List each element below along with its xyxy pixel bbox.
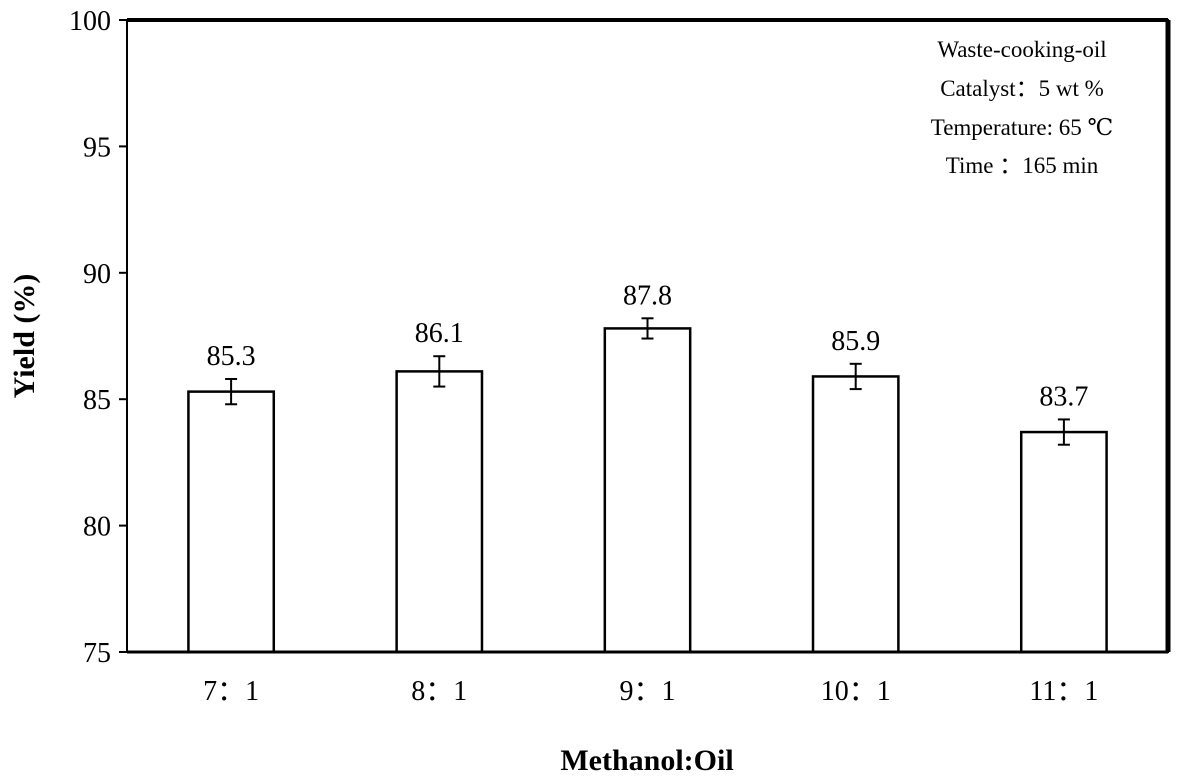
x-tick-label: 9：1 [619,676,675,707]
y-tick-label: 75 [83,638,111,669]
annotation-time: Time ：165 min [946,153,1099,178]
bar [395,370,484,654]
y-tick-label: 90 [83,259,111,290]
data-label: 83.7 [1039,381,1088,412]
x-axis-ticks: 7：1 8：1 9：1 10：1 11：1 [203,676,1098,707]
y-axis-title: Yield (%) [8,274,41,399]
annotation-temperature: Temperature: 65 ℃ [931,115,1114,140]
bar [187,390,276,654]
y-tick-label: 85 [83,385,111,416]
bars-layer [187,327,1108,654]
bar [811,375,900,654]
error-bar [225,377,238,406]
annotation-catalyst: Catalyst：5 wt % [940,76,1104,101]
data-label: 85.9 [831,326,880,357]
data-label: 87.8 [623,280,672,311]
x-tick-label: 10：1 [821,676,891,707]
x-tick-label: 7：1 [203,676,259,707]
error-bar [433,355,446,388]
error-bar [1057,418,1070,446]
annotation-oil-type: Waste-cooking-oil [937,37,1106,62]
y-axis-ticks: 75 80 85 90 95 100 [69,6,127,669]
y-tick-label: 100 [69,6,111,37]
x-axis-title: Methanol:Oil [560,744,733,777]
data-labels-layer: 85.3 86.1 87.8 85.9 83.7 [207,280,1089,412]
x-tick-label: 11：1 [1029,676,1098,707]
bar [603,327,692,654]
error-bars-layer [225,317,1070,446]
y-tick-label: 80 [83,512,111,543]
error-bar [641,317,654,340]
annotation-box: Waste-cooking-oil Catalyst：5 wt % Temper… [931,37,1114,178]
y-tick-label: 95 [83,132,111,163]
x-tick-label: 8：1 [411,676,467,707]
bar [1019,430,1108,654]
data-label: 85.3 [207,341,256,372]
data-label: 86.1 [415,318,464,349]
error-bar [849,362,862,391]
